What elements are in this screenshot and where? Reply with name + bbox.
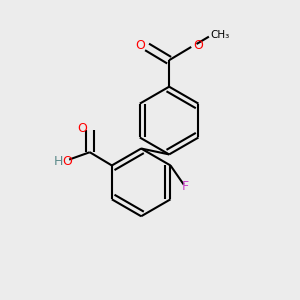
Text: O: O [63,154,73,167]
Text: H: H [53,154,63,167]
Text: O: O [77,122,87,135]
Text: CH₃: CH₃ [210,30,230,40]
Text: O: O [193,39,203,52]
Text: F: F [182,180,189,193]
Text: O: O [136,39,146,52]
